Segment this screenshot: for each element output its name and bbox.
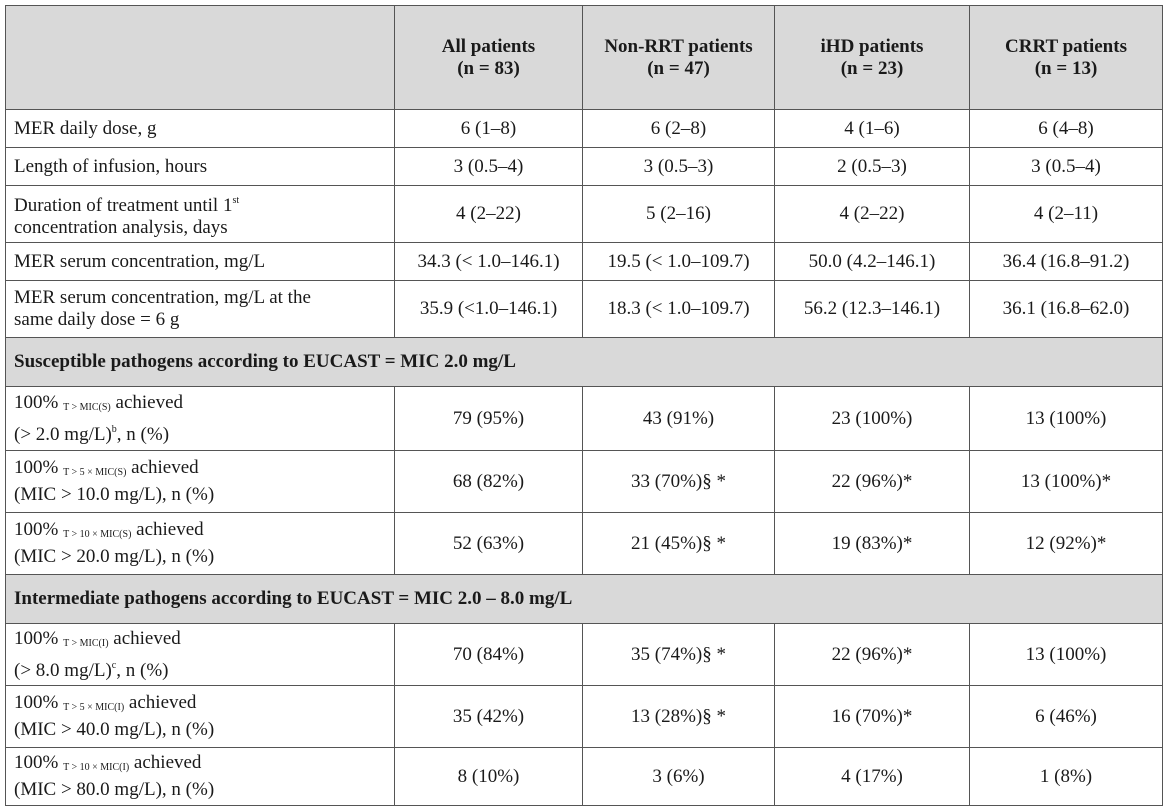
table-row: Duration of treatment until 1st concentra… [5, 185, 1163, 243]
table-cell: 1 (8%) [969, 747, 1163, 806]
table-cell: 50.0 (4.2–146.1) [774, 242, 970, 281]
table-cell: 23 (100%) [774, 386, 970, 451]
table-cell: 18.3 (< 1.0–109.7) [582, 280, 775, 338]
table-cell: 4 (1–6) [774, 109, 970, 148]
table-row: 100% T > MIC(I) achieved (> 8.0 mg/L)c, n… [5, 623, 1163, 686]
row-label: MER serum concentration, mg/L at the same… [5, 280, 395, 338]
col-header-all: All patients (n = 83) [394, 5, 583, 110]
table-row: 100% T > 5 × MIC(I) achieved (MIC > 40.0 … [5, 685, 1163, 748]
table-cell: 6 (2–8) [582, 109, 775, 148]
table-cell: 70 (84%) [394, 623, 583, 686]
table-row: Length of infusion, hours 3 (0.5–4) 3 (0… [5, 147, 1163, 186]
row-label: 100% T > 5 × MIC(S) achieved (MIC > 10.0 … [5, 450, 395, 513]
table-cell: 13 (100%) [969, 623, 1163, 686]
table-row: 100% T > 10 × MIC(S) achieved (MIC > 20.0… [5, 512, 1163, 575]
table-cell: 4 (2–11) [969, 185, 1163, 243]
table-cell: 3 (0.5–4) [969, 147, 1163, 186]
row-label: 100% T > MIC(I) achieved (> 8.0 mg/L)c, n… [5, 623, 395, 686]
section-header-intermediate: Intermediate pathogens according to EUCA… [5, 574, 1163, 624]
row-label: MER serum concentration, mg/L [5, 242, 395, 281]
table-row: MER serum concentration, mg/L at the same… [5, 280, 1163, 338]
table-row: 100% T > 5 × MIC(S) achieved (MIC > 10.0 … [5, 450, 1163, 513]
table-cell: 6 (46%) [969, 685, 1163, 748]
table-cell: 8 (10%) [394, 747, 583, 806]
section-header-susceptible: Susceptible pathogens according to EUCAS… [5, 337, 1163, 387]
table-cell: 79 (95%) [394, 386, 583, 451]
table-cell: 3 (0.5–3) [582, 147, 775, 186]
table-cell: 3 (0.5–4) [394, 147, 583, 186]
table-cell: 33 (70%)§ * [582, 450, 775, 513]
table-cell: 5 (2–16) [582, 185, 775, 243]
table-cell: 13 (100%) [969, 386, 1163, 451]
table-row: MER daily dose, g 6 (1–8) 6 (2–8) 4 (1–6… [5, 109, 1163, 148]
table-cell: 13 (28%)§ * [582, 685, 775, 748]
table-cell: 22 (96%)* [774, 623, 970, 686]
results-table: All patients (n = 83) Non-RRT patients (n … [5, 5, 1163, 806]
table-cell: 19 (83%)* [774, 512, 970, 575]
table-cell: 19.5 (< 1.0–109.7) [582, 242, 775, 281]
row-label: 100% T > 10 × MIC(S) achieved (MIC > 20.0… [5, 512, 395, 575]
table-cell: 36.4 (16.8–91.2) [969, 242, 1163, 281]
table-cell: 35 (74%)§ * [582, 623, 775, 686]
table-cell: 68 (82%) [394, 450, 583, 513]
row-label: 100% T > 5 × MIC(I) achieved (MIC > 40.0 … [5, 685, 395, 748]
table-cell: 4 (17%) [774, 747, 970, 806]
table-cell: 35 (42%) [394, 685, 583, 748]
col-header-crrt: CRRT patients (n = 13) [969, 5, 1163, 110]
table-cell: 6 (4–8) [969, 109, 1163, 148]
table-cell: 21 (45%)§ * [582, 512, 775, 575]
col-header-ihd: iHD patients (n = 23) [774, 5, 970, 110]
table-cell: 43 (91%) [582, 386, 775, 451]
table-row: 100% T > 10 × MIC(I) achieved (MIC > 80.0… [5, 747, 1163, 806]
table-cell: 36.1 (16.8–62.0) [969, 280, 1163, 338]
section-title: Intermediate pathogens according to EUCA… [5, 574, 1163, 624]
col-header-non-rrt: Non-RRT patients (n = 47) [582, 5, 775, 110]
table-cell: 34.3 (< 1.0–146.1) [394, 242, 583, 281]
table-cell: 13 (100%)* [969, 450, 1163, 513]
table-cell: 4 (2–22) [394, 185, 583, 243]
row-label: 100% T > MIC(S) achieved (> 2.0 mg/L)b, n… [5, 386, 395, 451]
table-row: 100% T > MIC(S) achieved (> 2.0 mg/L)b, n… [5, 386, 1163, 451]
table-cell: 6 (1–8) [394, 109, 583, 148]
table-cell: 12 (92%)* [969, 512, 1163, 575]
table-cell: 16 (70%)* [774, 685, 970, 748]
row-label: 100% T > 10 × MIC(I) achieved (MIC > 80.0… [5, 747, 395, 806]
header-empty-cell [5, 5, 395, 110]
table-cell: 22 (96%)* [774, 450, 970, 513]
header-row: All patients (n = 83) Non-RRT patients (n … [5, 5, 1163, 110]
table-cell: 56.2 (12.3–146.1) [774, 280, 970, 338]
row-label: Length of infusion, hours [5, 147, 395, 186]
table-cell: 4 (2–22) [774, 185, 970, 243]
section-title: Susceptible pathogens according to EUCAS… [5, 337, 1163, 387]
table-cell: 52 (63%) [394, 512, 583, 575]
row-label: MER daily dose, g [5, 109, 395, 148]
table-cell: 35.9 (<1.0–146.1) [394, 280, 583, 338]
table-row: MER serum concentration, mg/L 34.3 (< 1.… [5, 242, 1163, 281]
row-label: Duration of treatment until 1st concentra… [5, 185, 395, 243]
table-cell: 2 (0.5–3) [774, 147, 970, 186]
table-cell: 3 (6%) [582, 747, 775, 806]
